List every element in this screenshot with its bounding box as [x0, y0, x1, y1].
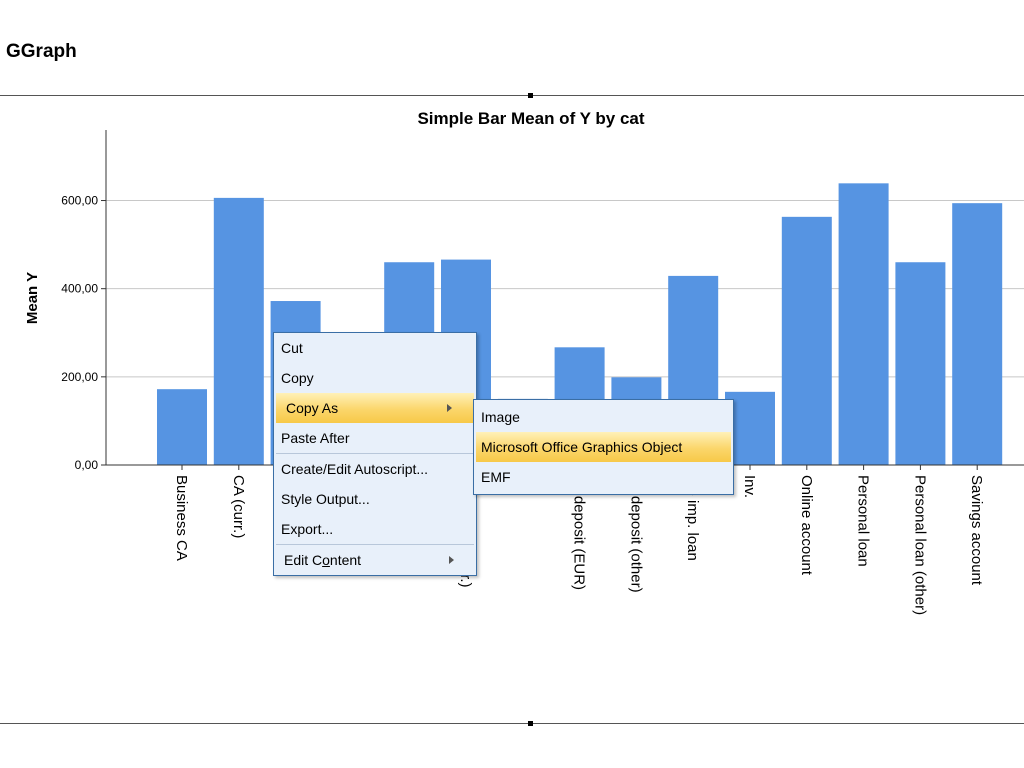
x-tick-label: ed deposit (other): [627, 475, 644, 593]
chart-frame-bottom-handle[interactable]: [528, 721, 533, 726]
bar[interactable]: [838, 183, 889, 466]
menu-item-paste-after-label: Paste After: [281, 430, 350, 446]
menu-item-style-output-label: Style Output...: [281, 491, 370, 507]
bar[interactable]: [213, 197, 264, 465]
menu-item-create-edit-autoscript[interactable]: Create/Edit Autoscript...: [274, 454, 476, 484]
menu-item-export-label: Export...: [281, 521, 334, 537]
submenu-item-emf[interactable]: EMF: [474, 462, 733, 492]
x-tick-label: Savings account: [968, 475, 985, 586]
bar[interactable]: [895, 262, 946, 465]
app-title: GGraph: [6, 41, 77, 62]
menu-item-copy-label: Copy: [281, 370, 314, 386]
menu-separator: [276, 544, 474, 545]
submenu-item-office-graphics-label: Microsoft Office Graphics Object: [481, 439, 683, 455]
x-tick-label: ed deposit (EUR): [571, 475, 588, 590]
menu-item-paste-after[interactable]: Paste After: [274, 423, 476, 453]
menu-item-copy-as-label: Copy As: [286, 400, 339, 416]
submenu-item-image[interactable]: Image: [474, 402, 733, 432]
x-tick-label: me imp. loan: [684, 475, 701, 561]
y-tick-label: 200,00: [61, 370, 98, 384]
y-axis-label: Mean Y: [24, 272, 41, 324]
menu-separator: [276, 453, 474, 454]
submenu-item-image-label: Image: [481, 409, 520, 425]
menu-item-copy[interactable]: Copy: [274, 363, 476, 393]
bar[interactable]: [781, 216, 832, 465]
menu-item-style-output[interactable]: Style Output...: [274, 484, 476, 514]
x-tick-label: Online account: [798, 475, 815, 576]
menu-item-cut[interactable]: Cut: [274, 333, 476, 363]
x-tick-label: Inv.: [741, 475, 758, 498]
context-menu: Cut Copy Copy As Paste After Create/Edit…: [273, 332, 477, 576]
x-tick-label: Personal loan (other): [911, 475, 928, 615]
x-tick-label: Business CA: [173, 475, 190, 561]
menu-item-cut-label: Cut: [281, 340, 303, 356]
x-tick-label: Personal loan: [855, 475, 872, 567]
submenu-arrow-icon: [449, 556, 454, 564]
menu-item-copy-as[interactable]: Copy As: [276, 393, 474, 423]
chart-frame-bottom-border: [0, 723, 1024, 724]
menu-item-edit-content[interactable]: Edit Content: [274, 545, 476, 575]
y-tick-label: 400,00: [61, 282, 98, 296]
submenu-item-emf-label: EMF: [481, 469, 511, 485]
bar[interactable]: [157, 389, 207, 465]
bar[interactable]: [952, 203, 1003, 465]
chart-frame-top-border: [0, 95, 1024, 96]
y-tick-label: 0,00: [75, 458, 99, 472]
chart-title: Simple Bar Mean of Y by cat: [417, 109, 644, 128]
y-tick-label: 600,00: [61, 194, 98, 208]
copy-as-submenu: Image Microsoft Office Graphics Object E…: [473, 399, 734, 495]
menu-item-export[interactable]: Export...: [274, 514, 476, 544]
menu-item-autoscript-label: Create/Edit Autoscript...: [281, 461, 429, 477]
submenu-item-office-graphics-object[interactable]: Microsoft Office Graphics Object: [476, 432, 731, 462]
chart-frame-top-handle[interactable]: [528, 93, 533, 98]
submenu-arrow-icon: [447, 404, 452, 412]
x-tick-label: CA (curr.): [230, 475, 247, 538]
menu-item-edit-content-label: Edit Content: [284, 552, 362, 568]
